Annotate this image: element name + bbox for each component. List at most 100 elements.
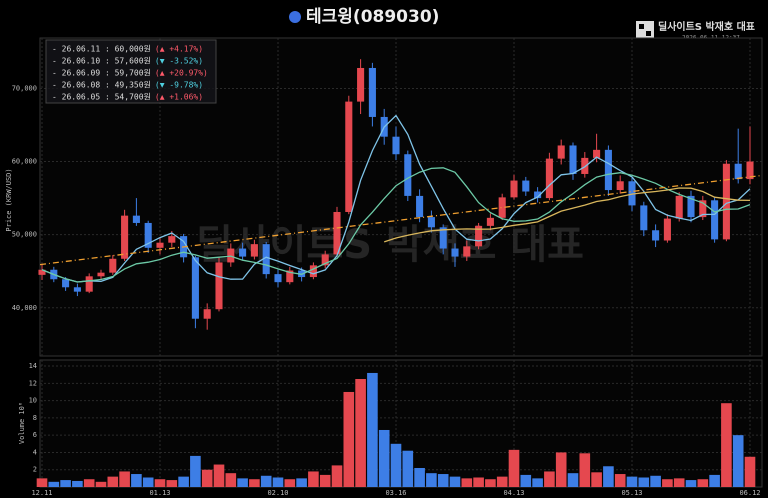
legend-entry: - 26.06.11 : 60,000원 [52,45,151,54]
candle-body [722,163,730,240]
trendline [39,174,763,266]
volume-bar [107,476,119,487]
volume-bar [532,478,543,487]
volume-bar [485,479,496,487]
candle-body [404,154,412,196]
x-tick-label: 12.11 [31,489,52,497]
candle-body [699,200,707,218]
y2-tick-label: 6 [33,431,37,439]
qr-dot [639,24,644,29]
volume-bar [390,443,402,487]
y2-axis-label: Volume 10⁶ [18,402,26,444]
x-tick-label: 02.10 [267,489,288,497]
candle-body [345,101,353,212]
candle-body [333,211,341,255]
volume-bar [166,480,178,487]
candle-body [250,244,258,257]
candle-body [357,67,365,102]
volume-bar [685,480,697,487]
volume-bar [178,476,189,487]
legend-entry: - 26.06.05 : 54,700원 [52,93,151,102]
x-tick-label: 03.16 [385,489,406,497]
volume-bar [343,391,355,487]
y-tick-label: 60,000 [12,158,37,166]
volume-bar [496,476,508,487]
candle-body [569,145,577,174]
volume-bar [697,479,709,487]
candle-body [557,145,565,159]
volume-bar [60,480,71,487]
candle-body [628,181,636,206]
legend-entry: - 26.06.10 : 57,600원 [52,57,151,66]
candle-body [392,136,400,155]
candle-body [144,222,152,248]
volume-bar [544,471,555,487]
y-tick-label: 50,000 [12,231,37,239]
volume-bar [36,478,48,487]
legend-change: (▲ +1.06%) [155,93,203,102]
volume-bar [154,479,166,487]
volume-bar [237,478,248,487]
volume-bar [119,471,130,487]
y2-tick-label: 4 [33,448,37,456]
candle-body [593,149,601,158]
candle-body [156,242,164,248]
volume-bar [603,466,614,487]
legend-box [45,39,217,104]
grid: 40,000 50,000 60,000 70,000 2 4 6 8 10 12 14 12.11 0… [12,38,762,497]
candle-body [675,195,683,219]
candle-body [604,149,612,191]
candle-body [85,276,93,292]
moving-average-line [383,187,751,243]
candle-body [581,157,589,174]
candle-body [97,272,105,277]
x-tick-label: 04.13 [503,489,524,497]
candle-body [368,67,376,117]
candle-body [687,195,695,218]
candle-body [121,215,129,259]
volume-bar [426,473,437,487]
volume-bar [591,472,602,487]
volume-bar [142,477,154,487]
candle-body [663,218,671,241]
legend: - 26.06.11 : 60,000원 (▲ +4.17%) - 26.06.10… [52,45,208,102]
legend-change: (▲ +20.97%) [155,69,208,78]
volume-bar [249,479,260,487]
volume-bar [272,477,284,487]
volume-bar [732,435,744,487]
volume-bar [367,372,378,487]
volume-bar [626,476,638,487]
candle-body [746,161,754,180]
candle-body [439,227,447,249]
volume-bar [95,481,107,487]
candle-body [486,217,494,226]
marks [36,59,763,487]
candle-body [640,205,648,231]
candle-body [616,181,624,191]
candle-body [475,225,483,247]
candle-body [534,191,542,199]
candle-body [545,158,553,199]
volume-bar [225,473,237,487]
title-icon [289,11,301,23]
candle-body [239,248,247,257]
volume-bar [190,455,201,487]
x-tick-label: 05.13 [621,489,642,497]
candle-body [416,195,424,218]
y2-tick-label: 12 [29,379,37,387]
y2-tick-label: 8 [33,414,37,422]
brand: 딜사이트S 박재호 대표 [658,20,755,33]
volume-bar [48,481,60,487]
legend-entry: - 26.06.09 : 59,700원 [52,69,151,78]
candle-body [711,200,719,240]
volume-bar [260,475,272,487]
volume-bar [402,450,414,487]
y2-tick-label: 14 [29,362,37,370]
legend-change: (▼ -3.52%) [155,57,203,66]
volume-bar [378,429,390,487]
volume-bar [331,465,343,487]
candle-body [262,244,270,275]
volume-bar [508,449,520,487]
candle-body [274,274,282,283]
